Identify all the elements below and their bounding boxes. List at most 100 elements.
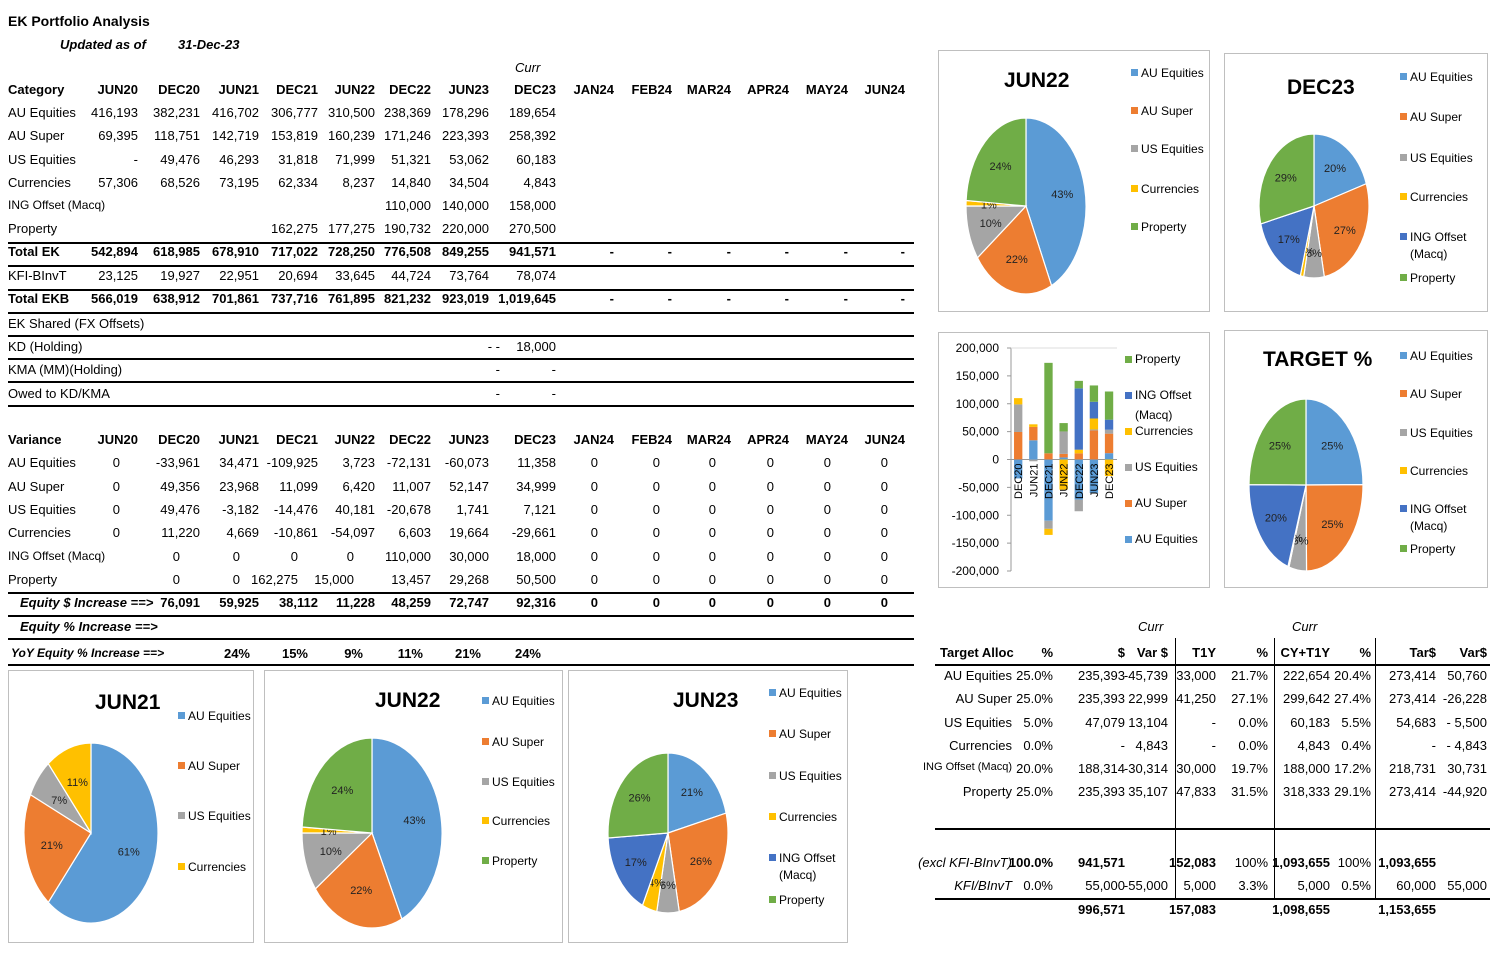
target-header: Tar$ bbox=[1409, 645, 1437, 660]
cell-value: 4,669 bbox=[226, 525, 259, 541]
cell-value: 0 bbox=[823, 595, 831, 611]
legend-label: AU Equities bbox=[779, 686, 842, 700]
period-header: APR24 bbox=[747, 432, 789, 447]
yoy-value: 11% bbox=[397, 646, 423, 661]
cell-value: -72,131 bbox=[386, 455, 431, 471]
pie-data-label: 25% bbox=[1321, 440, 1343, 452]
legend-item-ing_offset: ING Offset (Macq) bbox=[1400, 230, 1466, 261]
cell-value: 44,724 bbox=[391, 267, 431, 283]
period-header: DEC23 bbox=[514, 432, 556, 447]
legend-swatch bbox=[769, 813, 776, 820]
legend-item-us_equities: US Equities bbox=[1131, 142, 1204, 156]
legend-label: US Equities bbox=[779, 769, 842, 783]
cell-value: -60,073 bbox=[444, 455, 489, 471]
cell-value: 0 bbox=[590, 455, 598, 471]
legend-item-currencies: Currencies bbox=[1400, 464, 1468, 478]
cell-value: 638,912 bbox=[153, 290, 200, 306]
legend-item-property: Property bbox=[482, 854, 537, 868]
cell-value: 0 bbox=[652, 478, 660, 494]
cell-value: 162,275 bbox=[271, 221, 318, 237]
pie-title: JUN21 bbox=[95, 691, 161, 714]
cell-value: 0 bbox=[652, 455, 660, 471]
y-tick-label: -50,000 bbox=[958, 480, 999, 494]
pie-slice-au_super bbox=[1305, 483, 1364, 572]
legend-label: US Equities bbox=[1135, 460, 1198, 474]
cell-value: 40,181 bbox=[335, 501, 375, 517]
pie-data-label: 26% bbox=[690, 856, 712, 868]
legend-item-property: Property bbox=[769, 893, 824, 907]
page-title: EK Portfolio Analysis bbox=[8, 13, 150, 29]
cell-value: 776,508 bbox=[384, 244, 431, 260]
cell-value: 0 bbox=[823, 548, 831, 564]
cell-value: 19,927 bbox=[160, 267, 200, 283]
cell-value: 23,968 bbox=[219, 478, 259, 494]
cell-value: - bbox=[1211, 714, 1216, 730]
y-tick-label: -150,000 bbox=[952, 536, 1000, 550]
cell-value: 3,723 bbox=[342, 455, 375, 471]
cell-value: 48,259 bbox=[391, 595, 431, 611]
kfi-row-value: -55,000 bbox=[1123, 878, 1168, 893]
pie-slice-ing_offset bbox=[607, 832, 669, 907]
cell-value: -44,920 bbox=[1442, 784, 1487, 800]
kfi-row-value: 0.0% bbox=[1023, 878, 1053, 893]
cell-value: 153,819 bbox=[271, 128, 318, 144]
excl-row-value: 100% bbox=[1337, 855, 1371, 870]
x-tick-label: DEC21 bbox=[1043, 464, 1055, 499]
legend-swatch bbox=[1400, 505, 1407, 512]
cell-value: 0 bbox=[823, 571, 831, 587]
legend-swatch bbox=[1125, 500, 1132, 507]
column-separator bbox=[1274, 638, 1275, 900]
pie-data-label: 43% bbox=[403, 815, 425, 827]
cell-value: 11,007 bbox=[392, 478, 431, 494]
legend-label: AU Equities bbox=[1410, 349, 1473, 363]
legend-label-cont: (Macq) bbox=[1410, 247, 1448, 261]
pie-title: DEC23 bbox=[1287, 76, 1355, 99]
cell-value: 0 bbox=[172, 548, 180, 564]
pie-slice-au_super bbox=[23, 793, 92, 904]
cell-value: 78,074 bbox=[516, 267, 556, 283]
legend-item-currencies: Currencies bbox=[1131, 182, 1199, 196]
cell-value: 0 bbox=[880, 525, 888, 541]
yoy-value: 9% bbox=[344, 646, 363, 661]
row-label: ING Offset (Macq) bbox=[8, 198, 106, 212]
legend-item-ing_offset: ING Offset (Macq) bbox=[769, 851, 835, 882]
row-label: Property bbox=[8, 571, 58, 587]
cell-value: -109,925 bbox=[266, 455, 318, 471]
bar-segment-au_equities bbox=[1059, 457, 1068, 460]
cell-value: 41,250 bbox=[1176, 691, 1216, 707]
cell-value: 0 bbox=[708, 455, 716, 471]
legend-item-currencies: Currencies bbox=[769, 810, 837, 824]
cell-value: 22,999 bbox=[1128, 691, 1168, 707]
legend-item-au_super: AU Super bbox=[482, 735, 544, 749]
cell-value: 0 bbox=[290, 548, 298, 564]
bar-segment-au_super bbox=[1104, 433, 1114, 454]
cell-value: 1,741 bbox=[456, 501, 489, 517]
cell-value: 0 bbox=[766, 455, 774, 471]
total-ek-top-line bbox=[8, 242, 914, 244]
excl-row-value: 1,093,655 bbox=[1272, 855, 1330, 870]
pie-chart-jun23: 21% 26% 6% 4% 17% 26% JUN23 AU Equities AU Super… bbox=[568, 670, 848, 943]
cell-value: 59,925 bbox=[219, 595, 259, 611]
legend-item-currencies: Currencies bbox=[1400, 190, 1468, 204]
variance-header: Variance bbox=[8, 432, 62, 447]
cell-value: 318,333 bbox=[1283, 784, 1330, 800]
extra-row-label: Owed to KD/KMA bbox=[8, 386, 110, 401]
extra-row-value: - - bbox=[487, 339, 500, 354]
legend-label: Property bbox=[1410, 271, 1456, 285]
cell-value: 270,500 bbox=[509, 221, 556, 237]
cell-value: 566,019 bbox=[91, 290, 138, 306]
cell-value: 73,195 bbox=[219, 174, 259, 190]
x-tick-label: DEC22 bbox=[1074, 464, 1086, 499]
target-header: % bbox=[1256, 645, 1268, 660]
bar-segment-us_equities bbox=[1074, 499, 1083, 512]
cell-value: 0.0% bbox=[1238, 737, 1268, 753]
period-header: DEC21 bbox=[276, 82, 318, 97]
target-header: $ bbox=[1117, 645, 1125, 660]
row-label: Total EK bbox=[8, 244, 60, 260]
period-header: FEB24 bbox=[631, 432, 672, 447]
row-label: AU Equities bbox=[944, 668, 1012, 684]
y-tick-label: 100,000 bbox=[956, 397, 1000, 411]
pie-slice-au_super bbox=[314, 831, 403, 929]
y-tick-label: 0 bbox=[992, 453, 999, 467]
pie-slice-currencies bbox=[47, 742, 92, 836]
